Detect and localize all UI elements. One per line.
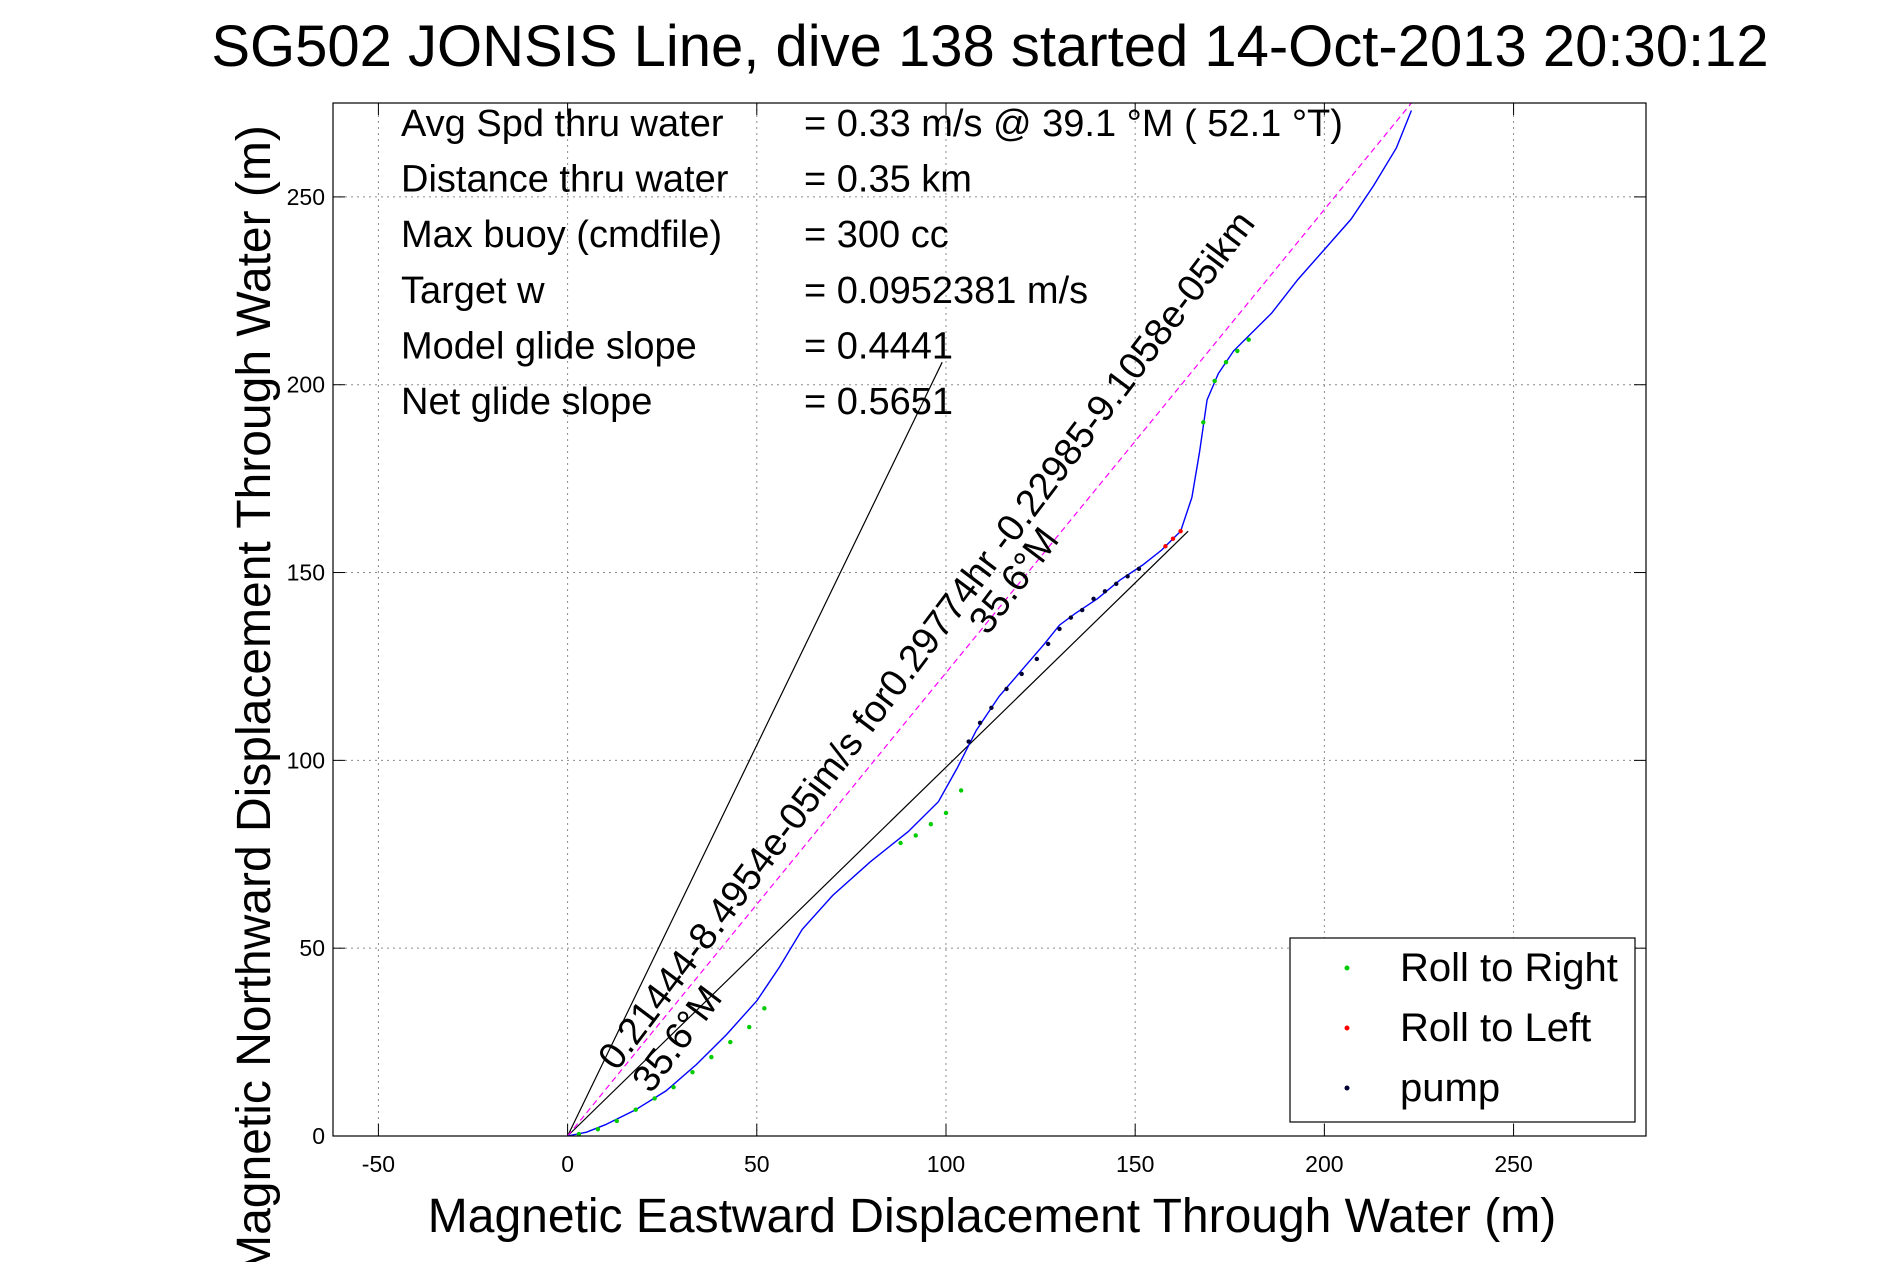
stat-value: = 0.5651 xyxy=(804,381,953,423)
series-point-roll-to-left xyxy=(1163,544,1168,549)
stat-value: = 300 cc xyxy=(804,214,949,256)
series-point-roll-to-right xyxy=(1223,359,1229,365)
series-point-pump xyxy=(1004,686,1009,692)
series-point-roll-to-right xyxy=(913,833,918,838)
series-point-pump xyxy=(1125,574,1130,579)
legend-label: Roll to Left xyxy=(1400,1006,1591,1050)
x-tick-label: 150 xyxy=(1116,1151,1154,1177)
x-tick-label: -50 xyxy=(362,1151,395,1177)
series-point-roll-to-right xyxy=(652,1096,657,1101)
series-point-roll-to-left xyxy=(1170,536,1176,541)
stat-value: = 0.35 km xyxy=(804,159,972,201)
series-point-roll-to-right xyxy=(958,788,964,793)
series-point-roll-to-right xyxy=(633,1107,638,1112)
x-tick-label: 100 xyxy=(927,1151,965,1177)
stat-label: Model glide slope xyxy=(401,325,697,367)
series-point-roll-to-right xyxy=(1212,378,1217,384)
stat-label: Distance thru water xyxy=(401,159,729,201)
x-tick-label: 200 xyxy=(1305,1151,1343,1177)
legend-label: pump xyxy=(1400,1066,1500,1110)
series-point-roll-to-right xyxy=(762,1006,767,1011)
y-tick-label: 150 xyxy=(287,560,325,586)
x-axis-label: Magnetic Eastward Displacement Through W… xyxy=(428,1190,1556,1243)
plot-frame xyxy=(332,102,1647,1137)
y-tick-label: 0 xyxy=(312,1123,325,1149)
series-point-roll-to-right xyxy=(1246,337,1251,342)
series-point-pump xyxy=(1019,671,1024,677)
series-point-pump xyxy=(977,720,983,725)
series-point-roll-to-right xyxy=(928,822,934,827)
series-point-roll-to-right xyxy=(728,1039,733,1045)
series-point-roll-to-right xyxy=(576,1131,582,1137)
plot-area: -50 0 50 100 150 200 2500501001502002500.21444… xyxy=(287,102,1647,1177)
legend-label: Roll to Right xyxy=(1400,946,1618,990)
stat-value: = 0.4441 xyxy=(804,325,953,367)
stat-value: = 0.0952381 m/s xyxy=(804,270,1088,312)
series-point-pump xyxy=(1034,656,1039,662)
stat-label: Avg Spd thru water xyxy=(401,103,724,145)
stat-label: Net glide slope xyxy=(401,381,652,423)
series-point-roll-to-right xyxy=(1201,420,1206,425)
legend-marker xyxy=(1344,965,1350,971)
series-point-roll-to-right xyxy=(1235,348,1240,354)
y-tick-label: 250 xyxy=(287,184,325,210)
stat-label: Target w xyxy=(401,270,545,312)
stat-label: Max buoy (cmdfile) xyxy=(401,214,722,256)
series-point-roll-to-right xyxy=(690,1069,695,1075)
series-point-pump xyxy=(1080,607,1085,613)
model-glide-line xyxy=(567,361,943,1137)
series-point-roll-to-right xyxy=(747,1024,752,1030)
legend-marker xyxy=(1344,1085,1350,1091)
x-tick-label: 250 xyxy=(1494,1151,1532,1177)
series-point-roll-to-left xyxy=(1178,529,1183,534)
track-line xyxy=(567,110,1413,1137)
y-axis-label: Magnetic Northward Displacement Through … xyxy=(228,125,281,1262)
net-glide-line xyxy=(567,530,1189,1137)
series-point-roll-to-right xyxy=(709,1054,714,1060)
x-tick-label: 0 xyxy=(561,1151,574,1177)
y-tick-label: 100 xyxy=(287,747,325,773)
stat-value: = 0.33 m/s @ 39.1 °M ( 52.1 °T) xyxy=(804,103,1343,145)
series-point-pump xyxy=(1114,581,1119,587)
series-point-pump xyxy=(966,739,971,744)
x-tick-label: 50 xyxy=(744,1151,770,1177)
series-point-pump xyxy=(1102,589,1108,594)
y-tick-label: 200 xyxy=(287,372,325,398)
series-point-pump xyxy=(1045,641,1051,647)
legend: Roll to Right Roll to Left pump xyxy=(1289,937,1636,1123)
series-point-roll-to-right xyxy=(671,1084,676,1090)
average-heading-line xyxy=(567,102,1412,1137)
series-point-roll-to-right xyxy=(943,810,949,816)
legend-marker xyxy=(1344,1025,1350,1031)
series-point-roll-to-right xyxy=(614,1118,619,1124)
series-point-pump xyxy=(1057,626,1062,632)
series-point-roll-to-right xyxy=(595,1127,601,1132)
series-point-pump xyxy=(1068,615,1074,620)
y-tick-label: 50 xyxy=(299,935,325,961)
chart-title: SG502 JONSIS Line, dive 138 started 14-O… xyxy=(211,14,1768,79)
series-point-roll-to-right xyxy=(898,840,903,846)
series-point-pump xyxy=(989,705,994,710)
series-point-pump xyxy=(1136,566,1142,571)
series-point-pump xyxy=(1091,596,1096,602)
